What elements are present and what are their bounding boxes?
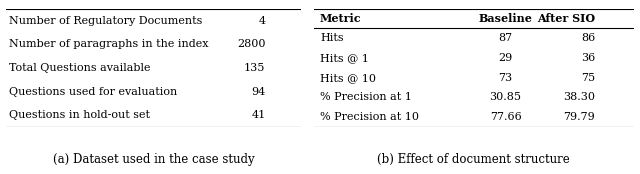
- Text: 36: 36: [581, 53, 595, 63]
- Text: 77.66: 77.66: [490, 112, 522, 122]
- Text: 135: 135: [244, 63, 266, 73]
- Text: 29: 29: [499, 53, 513, 63]
- Text: Hits: Hits: [320, 33, 344, 43]
- Text: 94: 94: [252, 86, 266, 97]
- Text: 86: 86: [581, 33, 595, 43]
- Text: 73: 73: [499, 73, 513, 83]
- Text: (b) Effect of document structure: (b) Effect of document structure: [377, 153, 570, 166]
- Text: Number of paragraphs in the index: Number of paragraphs in the index: [10, 39, 209, 49]
- Text: 75: 75: [581, 73, 595, 83]
- Text: 38.30: 38.30: [563, 92, 595, 102]
- Text: 4: 4: [259, 15, 266, 26]
- Text: Number of Regulatory Documents: Number of Regulatory Documents: [10, 15, 203, 26]
- Text: % Precision at 10: % Precision at 10: [320, 112, 419, 122]
- Text: 79.79: 79.79: [563, 112, 595, 122]
- Text: 30.85: 30.85: [490, 92, 522, 102]
- Text: 87: 87: [499, 33, 513, 43]
- Text: Total Questions available: Total Questions available: [10, 63, 151, 73]
- Text: Hits @ 10: Hits @ 10: [320, 73, 376, 83]
- Text: (a) Dataset used in the case study: (a) Dataset used in the case study: [52, 153, 255, 166]
- Text: Hits @ 1: Hits @ 1: [320, 53, 369, 63]
- Text: 41: 41: [252, 110, 266, 120]
- Text: Questions used for evaluation: Questions used for evaluation: [10, 86, 177, 97]
- Text: Questions in hold-out set: Questions in hold-out set: [10, 110, 150, 120]
- Text: Baseline: Baseline: [479, 13, 532, 24]
- Text: Metric: Metric: [320, 13, 362, 24]
- Text: After SIO: After SIO: [537, 13, 595, 24]
- Text: 2800: 2800: [237, 39, 266, 49]
- Text: % Precision at 1: % Precision at 1: [320, 92, 412, 102]
